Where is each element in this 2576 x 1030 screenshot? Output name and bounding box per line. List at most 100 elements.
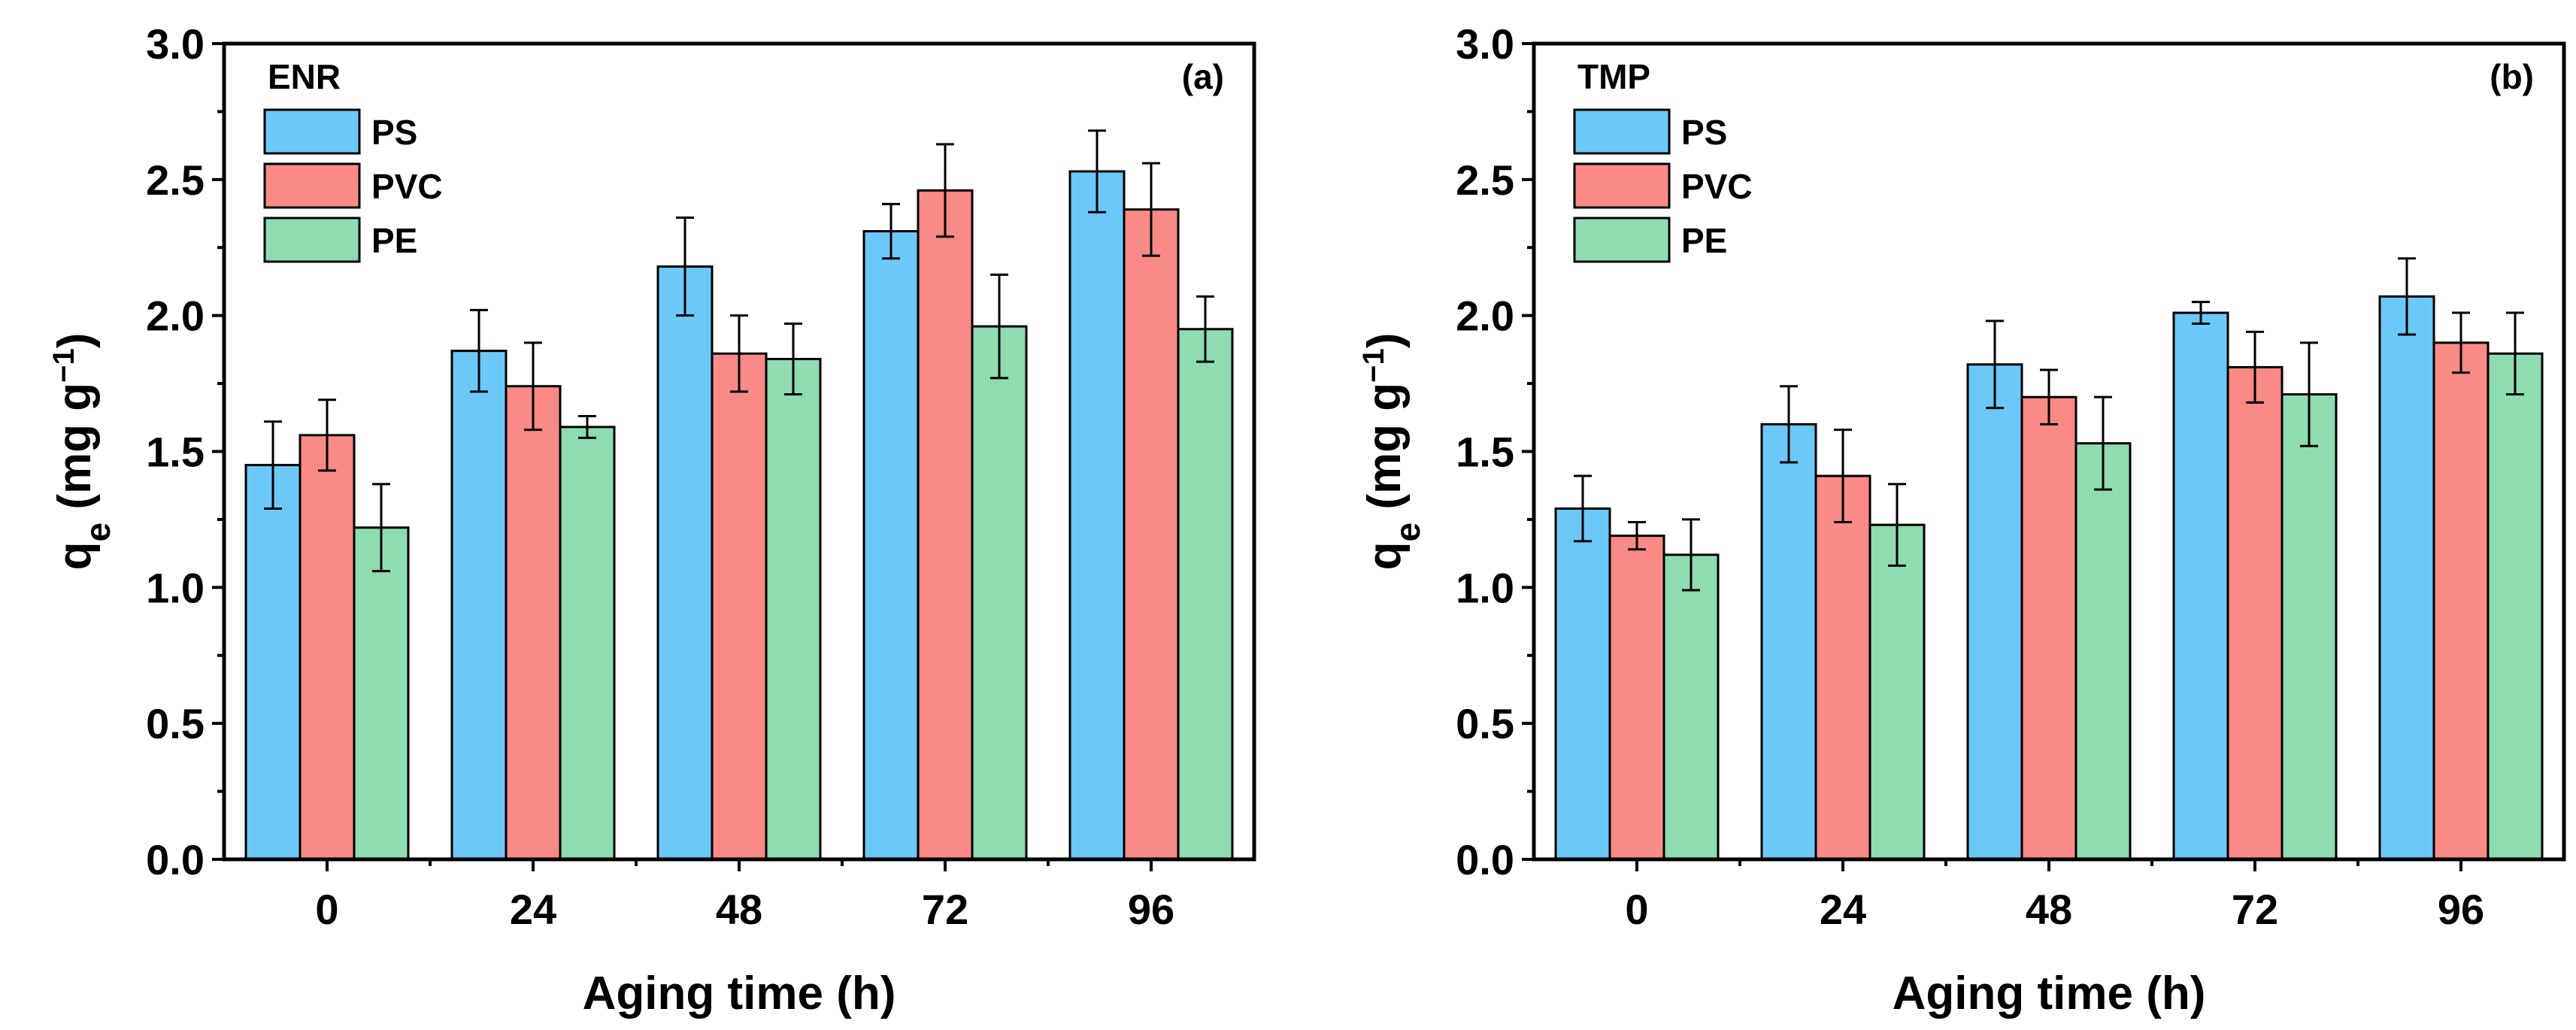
- bar-pe-72: [2281, 393, 2338, 861]
- error-bar-pe-48: [2094, 395, 2112, 491]
- y-axis-title: qe (mg g−1): [47, 333, 117, 571]
- bar-ps-96: [1068, 170, 1126, 861]
- error-bar-pe-0: [1682, 518, 1700, 592]
- bar-pe-24: [559, 426, 616, 861]
- bar-ps-72: [2172, 311, 2229, 861]
- error-bar-pvc-96: [2452, 311, 2470, 374]
- error-bar-pvc-0: [318, 398, 336, 472]
- y-axis-title-close: ): [1359, 333, 1411, 349]
- legend: PS PVC PE: [1573, 108, 1753, 263]
- error-bar-pe-0: [372, 483, 390, 573]
- y-tick-label: 2.5: [146, 156, 205, 204]
- x-tick-label: 48: [716, 886, 762, 933]
- legend-label-ps: PS: [371, 113, 417, 152]
- x-tick-label: 72: [922, 886, 968, 933]
- bar-pe-48: [2074, 442, 2132, 861]
- error-bar-pvc-24: [1834, 429, 1852, 524]
- error-bar-pe-24: [1888, 483, 1906, 567]
- legend-swatch-pe: [1573, 217, 1671, 263]
- legend-swatch-pvc: [263, 162, 361, 209]
- bar-pvc-24: [505, 385, 562, 861]
- bar-pvc-48: [2020, 395, 2077, 861]
- panel-title: TMP: [1577, 57, 1650, 96]
- error-bar-pe-96: [2506, 311, 2524, 396]
- x-tick-label: 24: [510, 886, 556, 933]
- error-bar-ps-96: [2398, 257, 2416, 336]
- x-tick-label: 72: [2232, 886, 2278, 933]
- bar-pvc-24: [1814, 474, 1871, 861]
- legend-label-pvc: PVC: [371, 167, 443, 206]
- panel-title: ENR: [268, 57, 341, 96]
- error-bar-pe-96: [1196, 295, 1214, 363]
- bar-pe-24: [1868, 523, 1926, 861]
- bar-ps-72: [862, 230, 920, 861]
- bar-ps-48: [1966, 363, 2023, 861]
- error-bar-pvc-96: [1142, 162, 1160, 257]
- chart-panel-b: 0.0 0.5 1.0 1.5 2.0 2.5 3.0 0 24 48 72 96 Aging time…: [1357, 20, 2566, 1019]
- x-tick-label: 24: [1820, 886, 1866, 933]
- bar-pvc-0: [1608, 535, 1665, 861]
- bar-pe-96: [2487, 352, 2544, 861]
- error-bar-pvc-48: [2040, 368, 2058, 426]
- error-bar-ps-96: [1088, 129, 1106, 214]
- bar-ps-24: [1760, 423, 1817, 861]
- y-axis-title-unit: (mg g: [49, 383, 101, 523]
- y-tick-label: 2.5: [1456, 156, 1514, 204]
- y-axis-title-main: q: [49, 541, 101, 570]
- bar-pvc-96: [1123, 208, 1180, 861]
- y-tick-label: 3.0: [1456, 20, 1514, 68]
- legend: PS PVC PE: [263, 108, 443, 263]
- bar-pe-0: [353, 526, 410, 861]
- y-axis-title-subscript: e: [78, 523, 117, 542]
- y-axis-title-main: q: [1359, 541, 1411, 570]
- error-bar-ps-0: [1574, 474, 1592, 543]
- panel-label: (a): [1182, 57, 1224, 96]
- error-bar-ps-24: [1780, 385, 1798, 464]
- bar-ps-0: [1554, 507, 1611, 861]
- bar-pvc-48: [711, 352, 768, 861]
- bar-ps-24: [450, 350, 508, 861]
- x-axis-title: Aging time (h): [583, 968, 896, 1019]
- y-tick-label: 0.5: [146, 700, 205, 747]
- error-bar-ps-72: [2192, 301, 2210, 326]
- bar-ps-96: [2378, 295, 2435, 861]
- error-bar-pvc-24: [524, 341, 542, 432]
- legend-label-ps: PS: [1681, 113, 1727, 152]
- bar-ps-48: [656, 265, 714, 861]
- x-tick-label: 0: [1625, 886, 1648, 933]
- bar-pvc-72: [2226, 365, 2284, 861]
- error-bar-pvc-0: [1628, 521, 1646, 551]
- y-axis-title-superscript: −1: [47, 348, 80, 383]
- bar-pvc-96: [2432, 341, 2490, 861]
- error-bar-pvc-72: [936, 143, 954, 238]
- error-bar-pe-24: [578, 414, 596, 439]
- y-tick-label: 1.0: [146, 564, 205, 611]
- legend-label-pvc: PVC: [1681, 167, 1753, 206]
- error-bar-ps-48: [1986, 320, 2004, 410]
- legend-swatch-pe: [263, 217, 361, 263]
- legend-label-pe: PE: [1681, 221, 1727, 260]
- error-bar-ps-48: [676, 216, 694, 317]
- y-axis-title: qe (mg g−1): [1357, 333, 1427, 571]
- legend-swatch-ps: [1573, 108, 1671, 155]
- y-tick-label: 1.5: [146, 429, 205, 476]
- error-bar-ps-0: [264, 420, 282, 510]
- legend-label-pe: PE: [371, 221, 417, 260]
- x-tick-label: 96: [1128, 886, 1174, 933]
- y-tick-label: 2.0: [146, 292, 205, 340]
- x-axis-title: Aging time (h): [1893, 968, 2206, 1019]
- bar-ps-0: [244, 464, 302, 861]
- y-tick-label: 0.0: [1456, 836, 1514, 883]
- panel-label: (b): [2490, 57, 2534, 96]
- legend-swatch-pvc: [1573, 162, 1671, 209]
- bar-pvc-72: [917, 189, 974, 861]
- x-tick-label: 0: [315, 886, 338, 933]
- bar-pvc-0: [299, 434, 356, 861]
- y-axis-title-close: ): [49, 333, 101, 349]
- y-tick-label: 0.0: [146, 836, 205, 883]
- x-tick-label: 96: [2438, 886, 2484, 933]
- error-bar-ps-24: [470, 308, 488, 393]
- error-bar-pe-72: [990, 273, 1008, 380]
- bar-pe-96: [1177, 328, 1234, 861]
